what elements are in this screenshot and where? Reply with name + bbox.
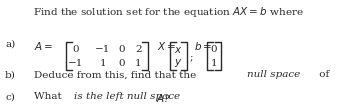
Text: of: of — [316, 70, 333, 79]
Text: What: What — [34, 92, 65, 101]
Text: $A$?: $A$? — [156, 92, 172, 104]
Text: a): a) — [5, 40, 15, 49]
Text: 0: 0 — [211, 45, 217, 54]
Text: $y$: $y$ — [174, 57, 183, 69]
Text: $X=$: $X=$ — [157, 40, 176, 52]
Text: is the left null space: is the left null space — [74, 92, 183, 101]
Text: null space: null space — [247, 70, 301, 79]
Text: 0: 0 — [118, 45, 125, 54]
Text: $b=$: $b=$ — [194, 40, 212, 52]
Text: 0: 0 — [72, 45, 79, 54]
Text: 1: 1 — [211, 58, 217, 68]
Text: $A=$: $A=$ — [34, 40, 53, 52]
Text: 1: 1 — [135, 58, 142, 68]
Text: Deduce from this, find that the: Deduce from this, find that the — [34, 70, 199, 79]
Text: $x$: $x$ — [174, 45, 183, 55]
Text: c): c) — [5, 92, 15, 101]
Text: ;: ; — [190, 52, 193, 61]
Text: 2: 2 — [135, 45, 142, 54]
Text: 1: 1 — [99, 58, 106, 68]
Text: b): b) — [5, 70, 16, 79]
Text: Find the solution set for the equation $AX = b$ where: Find the solution set for the equation $… — [33, 5, 304, 19]
Text: −1: −1 — [68, 58, 84, 68]
Text: 0: 0 — [118, 58, 125, 68]
Text: −1: −1 — [95, 45, 111, 54]
